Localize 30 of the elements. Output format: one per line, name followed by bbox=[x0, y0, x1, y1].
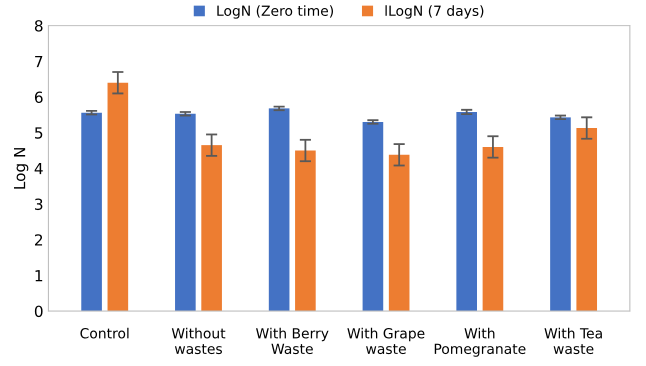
y-tick-label: 5 bbox=[35, 127, 42, 139]
x-tick-label: Control bbox=[80, 328, 129, 339]
y-axis-title: Log N bbox=[14, 148, 28, 189]
bar bbox=[295, 150, 316, 312]
y-tick-label: 6 bbox=[34, 91, 43, 104]
y-tick-label: 2 bbox=[34, 234, 42, 246]
bar bbox=[550, 117, 571, 312]
x-tick-label: With Tea waste bbox=[544, 328, 602, 354]
bar bbox=[456, 112, 477, 312]
x-tick-label: With Grape waste bbox=[347, 328, 424, 354]
y-tick-label: 4 bbox=[34, 163, 43, 174]
bar bbox=[482, 146, 504, 312]
bar bbox=[175, 114, 196, 312]
legend-label: lLogN (7 days) bbox=[385, 5, 484, 19]
y-tick-label: 0 bbox=[34, 306, 43, 318]
x-tick-label: With Berry Waste bbox=[256, 328, 329, 354]
x-tick-label: With Pomegranate bbox=[434, 328, 526, 357]
bar bbox=[388, 154, 410, 312]
y-tick-label: 1 bbox=[36, 270, 42, 282]
x-tick-label: Without wastes bbox=[172, 328, 226, 354]
bar bbox=[108, 82, 128, 312]
bar bbox=[201, 145, 222, 312]
y-tick-label: 7 bbox=[35, 56, 42, 68]
bar bbox=[268, 108, 290, 312]
y-tick-label: 3 bbox=[35, 198, 42, 210]
bar bbox=[81, 112, 102, 312]
y-tick-label: 8 bbox=[34, 20, 43, 32]
bar bbox=[362, 122, 384, 312]
bar bbox=[576, 128, 598, 312]
legend-label: LogN (Zero time) bbox=[217, 5, 333, 19]
